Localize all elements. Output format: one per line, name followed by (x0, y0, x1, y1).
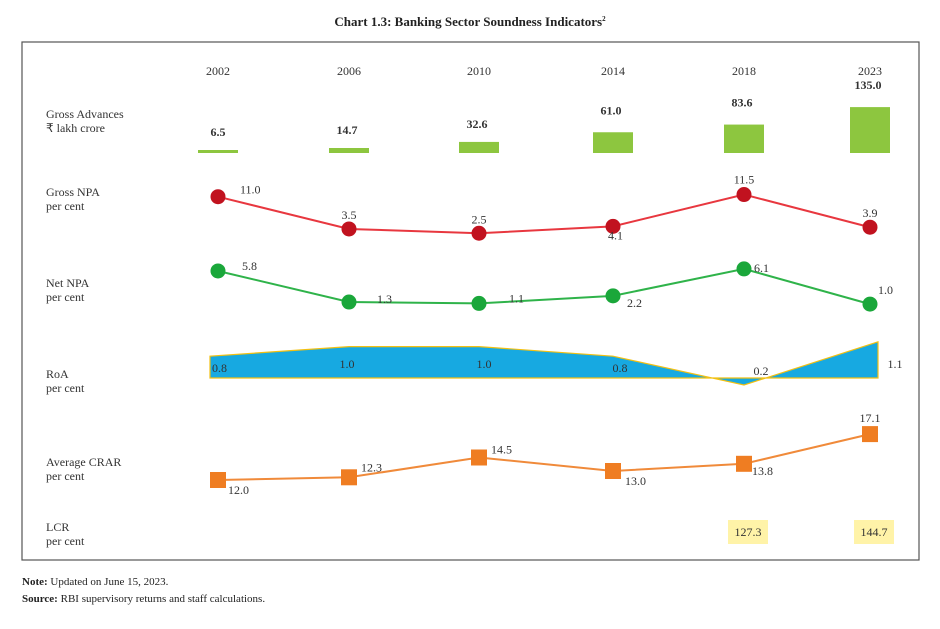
row-label: Gross NPA (46, 185, 100, 199)
gross-npa-value: 2.5 (472, 212, 487, 226)
year-label: 2006 (337, 64, 361, 78)
row-unit: per cent (46, 534, 85, 548)
net-npa-value: 5.8 (242, 259, 257, 273)
net-npa-marker (862, 296, 878, 312)
roa-value: 0.2 (754, 364, 769, 378)
crar-value: 12.0 (228, 483, 249, 497)
gross-npa-marker (736, 187, 752, 203)
crar-value: 13.0 (625, 474, 646, 488)
lcr-value: 144.7 (861, 525, 888, 539)
net-npa-value: 1.3 (377, 292, 392, 306)
gross-advances-bar (850, 107, 890, 153)
crar-marker (341, 469, 357, 486)
gross-npa-value: 3.5 (342, 208, 357, 222)
net-npa-value: 6.1 (754, 261, 769, 275)
row-label: LCR (46, 520, 69, 534)
gross-npa-marker (341, 221, 357, 237)
gross-advances-bar (198, 150, 238, 153)
row-unit: ₹ lakh crore (46, 121, 105, 135)
net-npa-value: 1.1 (509, 291, 524, 305)
row-unit: per cent (46, 469, 85, 483)
crar-marker (736, 455, 752, 472)
crar-value: 13.8 (752, 464, 773, 478)
net-npa-marker (210, 263, 226, 279)
roa-value: 1.0 (340, 357, 355, 371)
row-label: RoA (46, 367, 69, 381)
lcr-box (854, 520, 894, 544)
row-label: Gross Advances (46, 107, 124, 121)
net-npa-value: 2.2 (627, 296, 642, 310)
row-unit: per cent (46, 199, 85, 213)
gross-advances-value: 14.7 (337, 123, 358, 137)
gross-advances-bar (329, 148, 369, 153)
crar-marker (210, 472, 226, 488)
chart-title: Chart 1.3: Banking Sector Soundness Indi… (334, 14, 606, 29)
gross-advances-bar (593, 132, 633, 153)
note: Note: Updated on June 15, 2023. (22, 576, 169, 588)
net-npa-line (217, 267, 871, 306)
year-label: 2002 (206, 64, 230, 78)
gross-advances-bar (724, 124, 764, 153)
gross-advances-value: 32.6 (467, 117, 488, 131)
roa-area (209, 340, 879, 386)
lcr-value: 127.3 (735, 525, 762, 539)
year-label: 2014 (601, 64, 625, 78)
gross-npa-marker (862, 219, 878, 235)
gross-npa-value: 4.1 (608, 228, 623, 242)
crar-line (217, 433, 871, 481)
net-npa-marker (605, 288, 621, 304)
roa-value: 0.8 (613, 361, 628, 375)
gross-npa-value: 3.9 (863, 206, 878, 220)
gross-npa-marker (471, 225, 487, 241)
gross-advances-value: 135.0 (855, 78, 882, 92)
net-npa-value: 1.0 (878, 283, 893, 297)
crar-marker (471, 449, 487, 466)
row-label: Net NPA (46, 276, 90, 290)
net-npa-marker (471, 295, 487, 311)
chart-frame (21, 41, 920, 561)
gross-npa-marker (210, 189, 226, 205)
gross-advances-value: 61.0 (601, 103, 622, 117)
row-unit: per cent (46, 381, 85, 395)
gross-advances-bar (459, 141, 499, 153)
year-label: 2010 (467, 64, 491, 78)
gross-npa-value: 11.5 (734, 173, 755, 187)
roa-value: 0.8 (212, 361, 227, 375)
gross-npa-line (217, 193, 871, 235)
gross-npa-value: 11.0 (240, 183, 261, 197)
roa-value: 1.0 (477, 357, 492, 371)
crar-value: 14.5 (491, 443, 512, 457)
source: Source: RBI supervisory returns and staf… (22, 593, 266, 605)
row-unit: per cent (46, 290, 85, 304)
crar-marker (605, 463, 621, 479)
lcr-box (728, 520, 768, 544)
year-label: 2023 (858, 64, 882, 78)
roa-value: 1.1 (888, 357, 903, 371)
crar-value: 12.3 (361, 460, 382, 474)
gross-advances-value: 6.5 (211, 125, 226, 139)
gross-npa-marker (605, 218, 621, 234)
crar-value: 17.1 (860, 411, 881, 425)
row-label: Average CRAR (46, 455, 121, 469)
net-npa-marker (736, 261, 752, 277)
net-npa-marker (341, 294, 357, 310)
year-label: 2018 (732, 64, 756, 78)
crar-marker (862, 426, 878, 443)
gross-advances-value: 83.6 (732, 96, 753, 110)
